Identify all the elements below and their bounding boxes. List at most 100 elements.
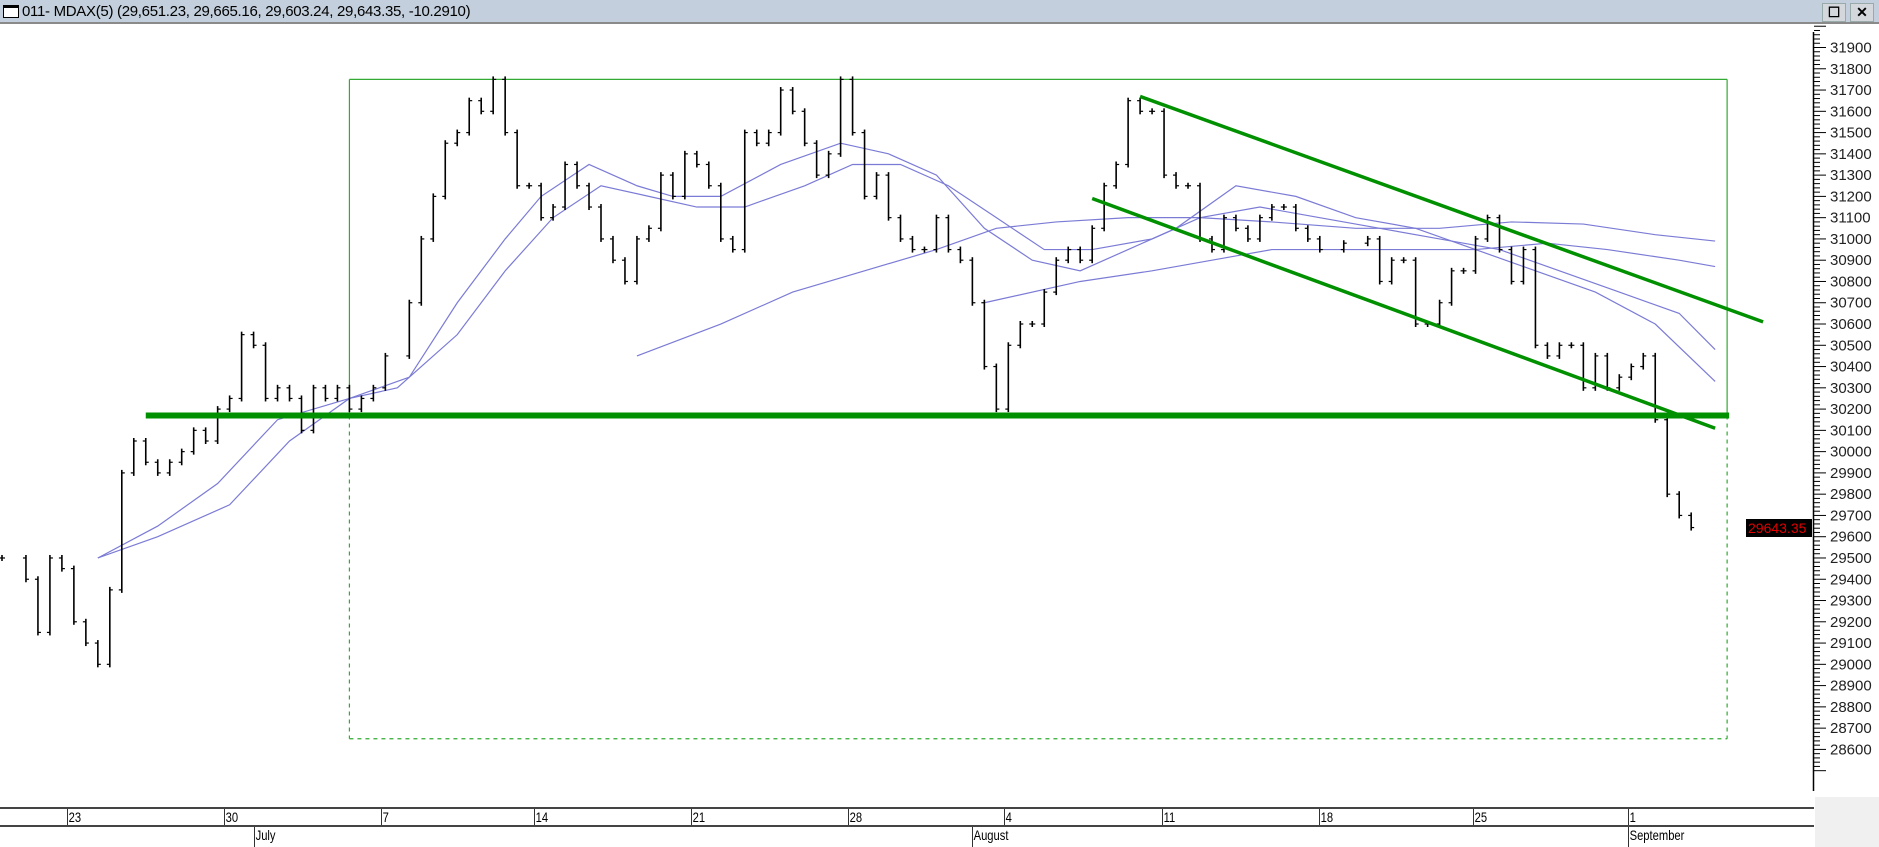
price-bar xyxy=(442,140,449,200)
close-button[interactable]: ✕ xyxy=(1850,3,1874,22)
time-axis[interactable]: 23 30 7 14 21 28 4 11 18 25 1 July August September xyxy=(0,791,1879,847)
date-tick-label: 7 xyxy=(380,809,389,825)
price-bar xyxy=(1376,235,1383,285)
price-bar xyxy=(1185,182,1192,189)
annotations[interactable] xyxy=(145,94,1764,430)
price-bar xyxy=(681,150,688,200)
price-bar xyxy=(1244,225,1251,242)
price-bar xyxy=(190,427,197,455)
price-bar xyxy=(370,384,377,402)
price-bar xyxy=(1005,342,1012,413)
price-bar xyxy=(490,76,497,115)
y-tick-label: 30100 xyxy=(1830,422,1872,439)
price-bar xyxy=(837,76,844,157)
price-bar xyxy=(633,235,640,285)
y-tick-label: 31300 xyxy=(1830,167,1872,184)
price-bar xyxy=(1436,299,1443,328)
y-tick-label: 29000 xyxy=(1830,656,1872,673)
price-bar xyxy=(418,235,425,306)
price-bar xyxy=(550,204,557,221)
price-bar xyxy=(1604,352,1611,391)
y-tick-label: 29300 xyxy=(1830,593,1872,610)
price-bar xyxy=(729,235,736,253)
price-bar xyxy=(1688,512,1695,531)
y-tick-label: 31900 xyxy=(1830,40,1872,57)
price-bar xyxy=(130,437,137,476)
price-bar xyxy=(1508,246,1515,285)
price-bar xyxy=(70,565,77,625)
price-bar xyxy=(262,342,269,402)
price-bar xyxy=(993,363,1000,413)
restore-button[interactable]: ☐ xyxy=(1822,3,1846,22)
price-bar xyxy=(933,214,940,253)
price-bars xyxy=(0,76,1695,668)
y-tick-label: 30000 xyxy=(1830,444,1872,461)
price-bar xyxy=(861,129,868,200)
title-bar: 011- MDAX(5) (29,651.23, 29,665.16, 29,6… xyxy=(0,0,1879,24)
price-bar xyxy=(358,395,365,413)
moving-averages xyxy=(97,142,1716,559)
price-bar xyxy=(118,469,125,593)
price-bar xyxy=(969,257,976,306)
price-bar xyxy=(82,618,89,647)
price-bar xyxy=(574,161,581,189)
y-tick-label: 30700 xyxy=(1830,295,1872,312)
y-tick-label: 28800 xyxy=(1830,699,1872,716)
price-bar xyxy=(538,182,545,221)
price-bar xyxy=(645,225,652,242)
price-bar xyxy=(1065,246,1072,264)
y-tick-label: 30800 xyxy=(1830,273,1872,290)
date-tick-label: 30 xyxy=(223,809,238,825)
price-bar xyxy=(94,640,101,668)
price-bar xyxy=(705,161,712,189)
price-bar xyxy=(1472,235,1479,274)
price-bar xyxy=(22,554,29,583)
y-tick-label: 30900 xyxy=(1830,252,1872,269)
moving-average-line-3 xyxy=(636,217,1716,357)
price-bar xyxy=(1161,108,1168,179)
price-bar xyxy=(789,87,796,115)
price-bar xyxy=(621,257,628,285)
y-tick-label: 31200 xyxy=(1830,188,1872,205)
date-tick-label: 23 xyxy=(66,809,81,825)
price-bar xyxy=(1664,416,1671,498)
price-bar xyxy=(1616,374,1623,391)
price-bar xyxy=(1017,321,1024,349)
price-bar xyxy=(1304,225,1311,242)
window-title: 011- MDAX(5) (29,651.23, 29,665.16, 29,6… xyxy=(22,3,471,20)
price-bar xyxy=(526,182,533,189)
y-tick-label: 29800 xyxy=(1830,486,1872,503)
price-bar xyxy=(1640,352,1647,370)
moving-average-line-2 xyxy=(97,163,1716,559)
price-bar xyxy=(1580,342,1587,391)
y-axis[interactable]: 31900 31800 31700 31600 31500 31400 31300 31200… xyxy=(1812,25,1872,791)
price-bar xyxy=(1280,204,1287,211)
date-tick-label: 11 xyxy=(1161,809,1175,825)
price-bar xyxy=(1544,342,1551,359)
y-tick-label: 30600 xyxy=(1830,316,1872,333)
price-bar xyxy=(142,437,149,466)
price-bar xyxy=(717,182,724,242)
price-bar xyxy=(825,150,832,179)
price-bar xyxy=(466,97,473,136)
last-price-tag: 29643.35 xyxy=(1746,519,1812,537)
price-bar xyxy=(1388,257,1395,285)
price-bar xyxy=(226,395,233,413)
price-bar xyxy=(310,384,317,434)
price-chart[interactable]: 31900 31800 31700 31600 31500 31400 31300 31200… xyxy=(0,24,1879,791)
month-label: July xyxy=(253,827,275,847)
price-bar xyxy=(178,448,185,466)
month-row: July August September xyxy=(0,827,1814,847)
y-tick-label: 31400 xyxy=(1830,146,1872,163)
y-tick-label: 28900 xyxy=(1830,678,1872,695)
price-bar xyxy=(1173,172,1180,189)
date-tick-label: 1 xyxy=(1627,809,1636,825)
y-tick-label: 29900 xyxy=(1830,465,1872,482)
price-bar xyxy=(1268,204,1275,221)
price-bar xyxy=(1029,321,1036,328)
price-bar xyxy=(741,129,748,253)
y-tick-label: 28700 xyxy=(1830,720,1872,737)
price-bar xyxy=(1292,204,1299,232)
moving-average-line-1 xyxy=(97,142,1716,559)
price-bar xyxy=(1412,257,1419,328)
